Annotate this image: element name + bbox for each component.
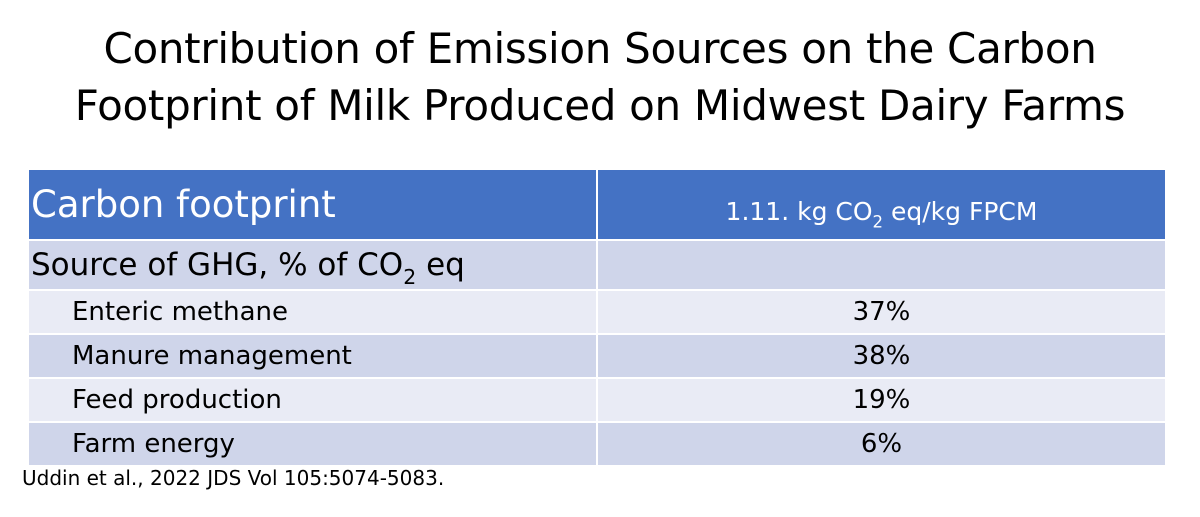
section-label-unit: eq	[416, 247, 465, 283]
slide-title-line-1: Contribution of Emission Sources on the …	[103, 24, 1097, 73]
table-row: Manure management 38%	[27, 333, 1167, 379]
header-value-subscript: 2	[872, 212, 884, 232]
header-value-unit: eq/kg FPCM	[883, 197, 1038, 226]
header-value-cell: 1.11. kg CO2 eq/kg FPCM	[596, 168, 1167, 241]
slide-title-line-2: Footprint of Milk Produced on Midwest Da…	[74, 81, 1126, 130]
table-header-row: Carbon footprint 1.11. kg CO2 eq/kg FPCM	[27, 168, 1167, 241]
header-value-text: 1.11. kg CO	[725, 197, 873, 226]
row-label: Manure management	[27, 333, 598, 379]
section-label-subscript: 2	[403, 265, 417, 290]
row-value: 6%	[596, 421, 1167, 467]
section-label-text: Source of GHG, % of CO	[31, 247, 404, 283]
row-label: Farm energy	[27, 421, 598, 467]
table-row: Feed production 19%	[27, 377, 1167, 423]
row-label: Feed production	[27, 377, 598, 423]
section-label-cell: Source of GHG, % of CO2 eq	[27, 239, 598, 291]
slide-title: Contribution of Emission Sources on the …	[0, 20, 1200, 134]
row-value: 38%	[596, 333, 1167, 379]
header-label-cell: Carbon footprint	[27, 168, 598, 241]
section-row: Source of GHG, % of CO2 eq	[27, 239, 1167, 291]
row-value: 19%	[596, 377, 1167, 423]
citation: Uddin et al., 2022 JDS Vol 105:5074-5083…	[22, 466, 445, 490]
row-label: Enteric methane	[27, 289, 598, 335]
table-row: Enteric methane 37%	[27, 289, 1167, 335]
table-row: Farm energy 6%	[27, 421, 1167, 467]
row-value: 37%	[596, 289, 1167, 335]
carbon-footprint-table: Carbon footprint 1.11. kg CO2 eq/kg FPCM…	[27, 168, 1167, 467]
section-value-cell	[596, 239, 1167, 291]
